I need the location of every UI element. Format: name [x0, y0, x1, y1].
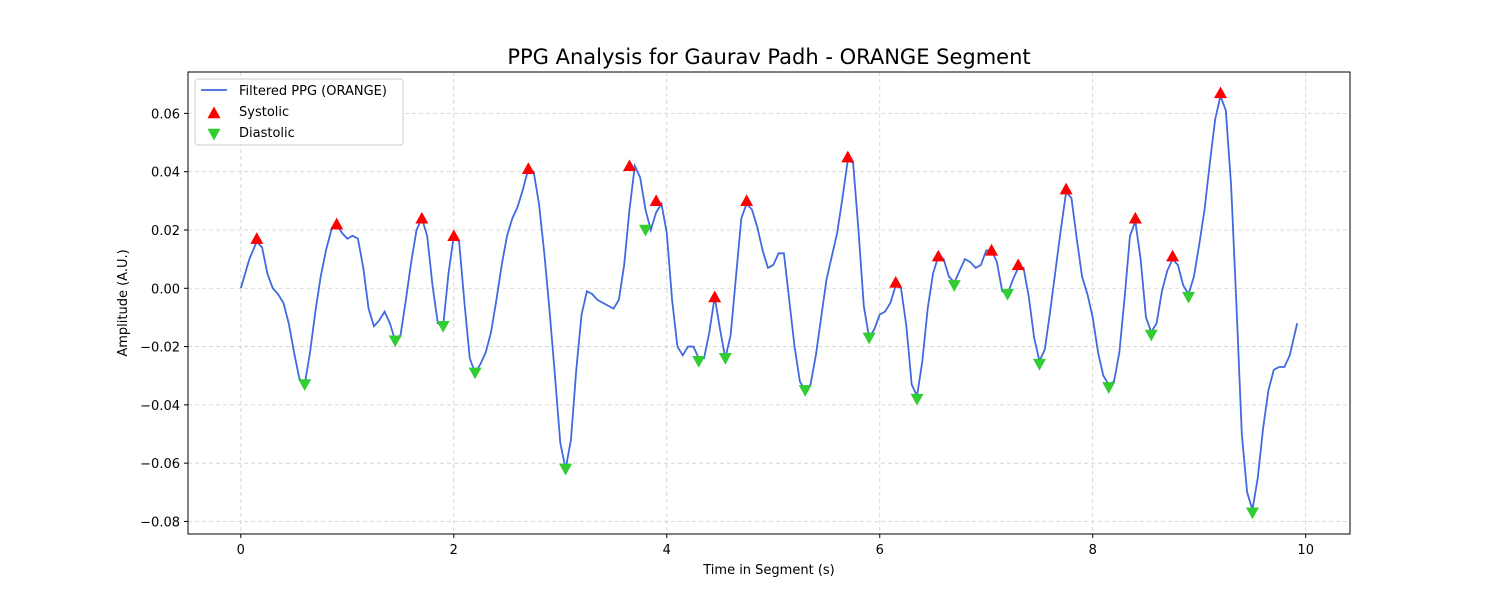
- y-tick-label: 0.02: [151, 224, 180, 239]
- y-tick-label: −0.04: [140, 399, 180, 414]
- systolic-marker: [415, 211, 429, 224]
- x-tick-label: 10: [1297, 543, 1314, 558]
- legend-label: Filtered PPG (ORANGE): [239, 84, 387, 99]
- systolic-marker: [1166, 249, 1180, 262]
- diastolic-marker: [1032, 358, 1046, 371]
- diastolic-marker: [1245, 507, 1259, 520]
- diastolic-marker: [1001, 288, 1015, 301]
- y-tick-label: 0.00: [151, 282, 180, 297]
- diastolic-marker: [1144, 329, 1158, 342]
- diastolic-marker: [718, 353, 732, 365]
- systolic-marker: [931, 249, 945, 262]
- chart-title: PPG Analysis for Gaurav Padh - ORANGE Se…: [507, 45, 1030, 69]
- diastolic-marker: [468, 367, 482, 380]
- systolic-marker: [889, 275, 903, 288]
- y-axis-label: Amplitude (A.U.): [116, 249, 131, 356]
- systolic-marker: [985, 243, 999, 256]
- systolic-marker: [1011, 258, 1025, 271]
- y-tick-label: 0.04: [151, 166, 180, 181]
- legend-swatch: [207, 106, 221, 119]
- diastolic-marker: [559, 463, 573, 476]
- x-tick-label: 0: [237, 543, 245, 558]
- legend-label: Diastolic: [239, 126, 295, 141]
- systolic-marker: [330, 217, 344, 230]
- diastolic-marker: [862, 332, 876, 345]
- plot-frame: [187, 71, 1351, 535]
- x-tick-label: 6: [876, 543, 884, 558]
- systolic-marker: [841, 150, 855, 163]
- diastolic-marker: [298, 379, 312, 391]
- systolic-marker: [1214, 86, 1228, 99]
- systolic-marker: [649, 194, 663, 207]
- legend: Filtered PPG (ORANGE) Systolic Diastolic: [194, 78, 404, 146]
- diastolic-marker: [910, 393, 924, 406]
- x-tick-label: 8: [1089, 543, 1097, 558]
- x-tick-label: 4: [663, 543, 671, 558]
- systolic-marker: [740, 194, 754, 207]
- diastolic-marker: [1102, 382, 1116, 394]
- grid: [188, 72, 1350, 534]
- systolic-marker: [623, 159, 637, 172]
- y-tick-label: −0.02: [140, 341, 180, 356]
- systolic-marker: [250, 232, 264, 244]
- systolic-marker: [521, 162, 535, 174]
- systolic-marker: [1059, 182, 1073, 195]
- systolic-marker: [1128, 211, 1142, 224]
- diastolic-marker: [436, 320, 450, 333]
- diastolic-marker: [1182, 291, 1196, 304]
- legend-box: [194, 78, 404, 146]
- x-tick-label: 2: [450, 543, 458, 558]
- x-axis-label: Time in Segment (s): [702, 563, 834, 578]
- legend-swatch: [207, 128, 221, 141]
- systolic-marker: [708, 290, 722, 303]
- diastolic-marker: [798, 385, 812, 397]
- y-tick-label: −0.08: [140, 515, 180, 530]
- diastolic-marker: [692, 355, 706, 368]
- legend-label: Systolic: [239, 105, 289, 120]
- systolic-marker: [447, 229, 461, 242]
- y-tick-label: 0.06: [151, 107, 180, 122]
- diastolic-marker: [388, 335, 402, 348]
- y-tick-label: −0.06: [140, 457, 180, 472]
- plot: [239, 86, 1299, 520]
- diastolic-marker: [638, 224, 652, 237]
- diastolic-marker: [947, 280, 961, 292]
